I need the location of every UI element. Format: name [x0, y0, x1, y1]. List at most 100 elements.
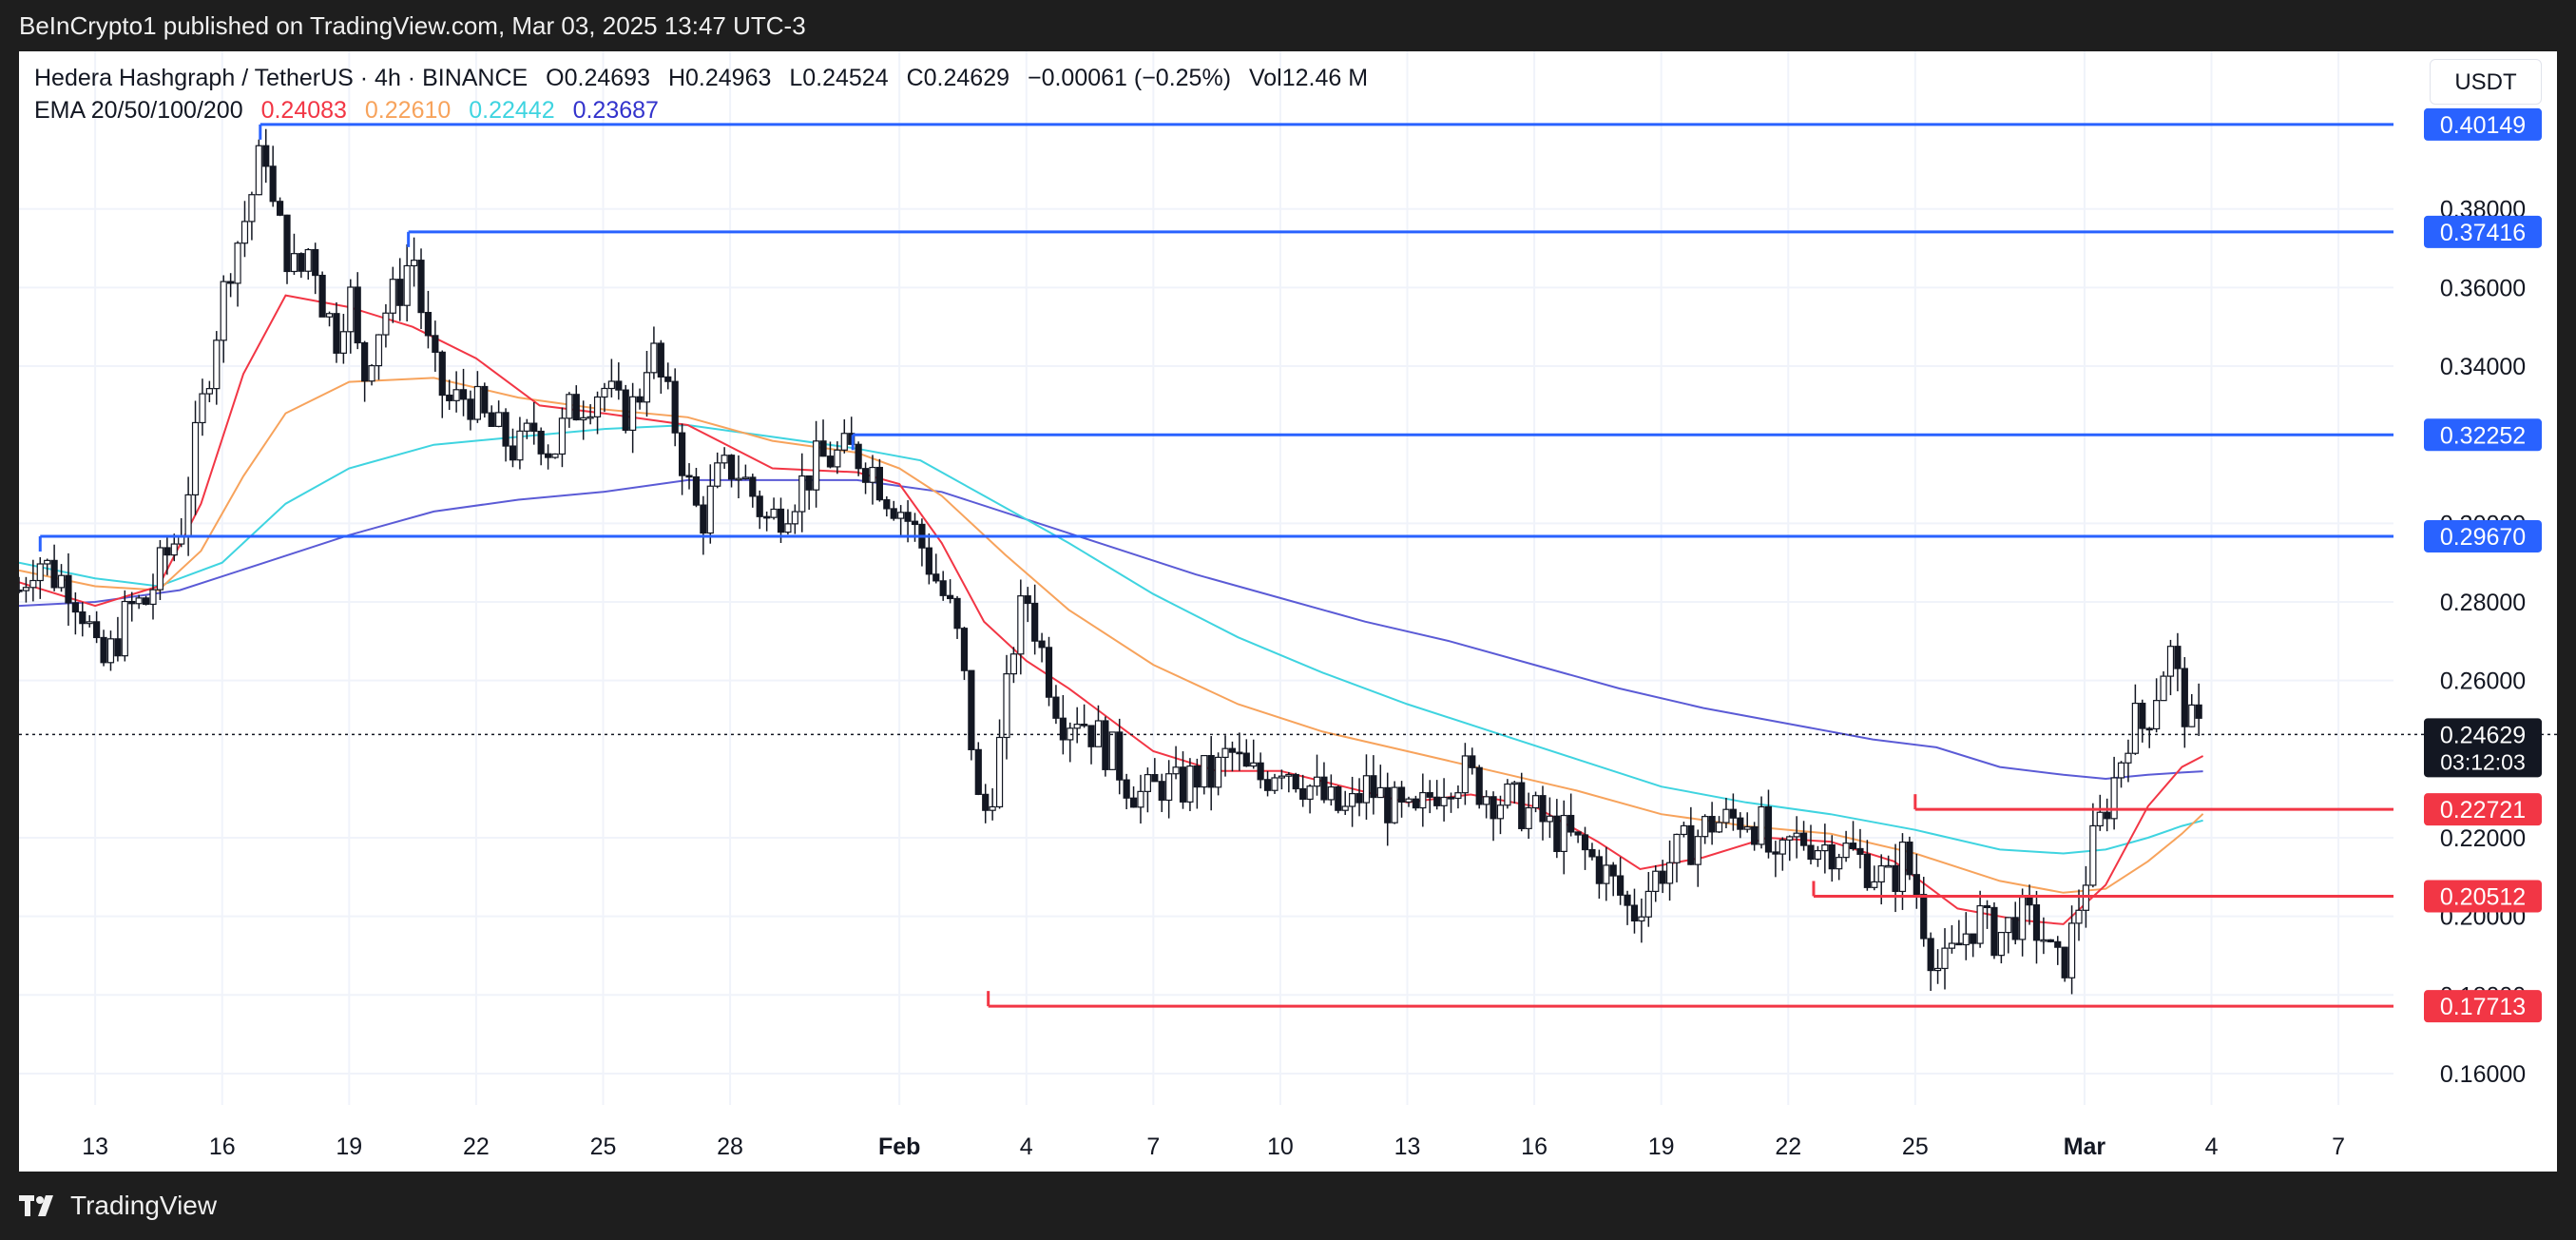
candle-body	[1257, 762, 1264, 781]
candle-body	[714, 462, 721, 487]
candle-body	[1758, 805, 1765, 845]
candle-body	[968, 669, 975, 750]
candle-body	[255, 145, 262, 196]
candle-body	[1362, 775, 1371, 804]
candle-body	[770, 508, 778, 518]
candle-body	[1814, 849, 1822, 861]
candle-body	[1158, 781, 1165, 802]
current-price-badge	[2424, 718, 2542, 778]
candle-body	[798, 475, 806, 513]
ema-legend-label[interactable]: EMA 20/50/100/200	[34, 97, 243, 124]
candle-body	[1821, 843, 1829, 852]
x-tick-label: 13	[82, 1133, 108, 1160]
candle-body	[904, 512, 912, 522]
resistance-label: 0.37416	[2440, 220, 2526, 246]
candle-body	[44, 559, 51, 565]
candle-body	[1828, 843, 1836, 870]
candle-body	[1355, 793, 1363, 804]
candle-body	[227, 281, 235, 284]
candle-body	[1073, 724, 1081, 729]
candle-body	[1123, 779, 1130, 799]
candle-body	[1108, 731, 1116, 770]
candle-body	[283, 214, 291, 273]
current-price-countdown: 03:12:03	[2440, 749, 2526, 774]
candle-body	[1842, 843, 1850, 859]
candle-body	[1807, 844, 1815, 861]
x-tick-label: Mar	[2064, 1133, 2106, 1160]
candle-body	[706, 485, 714, 534]
candle-body	[1384, 786, 1392, 823]
footer-brand[interactable]: TradingView	[70, 1191, 218, 1220]
current-price-label: 0.24629	[2440, 722, 2526, 748]
candle-body	[537, 430, 545, 455]
candle-body	[1885, 864, 1893, 868]
symbol-header: Hedera Hashgraph / TetherUS · 4h · BINAN…	[34, 65, 1379, 92]
candle-body	[361, 341, 369, 382]
candle-body	[855, 443, 862, 470]
candle-body	[191, 421, 200, 496]
candle-body	[989, 805, 996, 811]
candle-body	[593, 396, 602, 417]
candle-body	[869, 466, 876, 483]
candle-body	[1659, 870, 1666, 884]
candle-body	[269, 165, 277, 203]
candle-body	[586, 416, 594, 419]
candle-body	[1588, 848, 1596, 858]
chart-panel[interactable]: 0.380000.360000.340000.300000.280000.260…	[19, 51, 2557, 1172]
price-chart[interactable]: 0.380000.360000.340000.300000.280000.260…	[19, 51, 2557, 1172]
candle-body	[1504, 783, 1511, 806]
candle-body	[982, 793, 990, 811]
candle-body	[354, 286, 361, 344]
resistance-badge	[2424, 519, 2542, 552]
candle-body	[184, 494, 192, 537]
candle-body	[509, 445, 517, 461]
candle-body	[2096, 811, 2104, 827]
candle-body	[1447, 796, 1455, 800]
candle-body	[735, 477, 742, 481]
candle-body	[2005, 917, 2012, 934]
ohlc-high: H0.24963	[667, 65, 772, 91]
support-label: 0.20512	[2440, 883, 2526, 910]
candle-body	[791, 511, 798, 525]
candle-body	[1215, 756, 1222, 788]
currency-button[interactable]: USDT	[2430, 59, 2542, 105]
candle-body	[1539, 795, 1547, 823]
candle-body	[502, 412, 509, 447]
x-tick-label: 4	[1020, 1133, 1033, 1160]
candle-body	[1412, 798, 1420, 809]
x-tick-label: 10	[1267, 1133, 1294, 1160]
volume-value: 12.46 M	[1281, 65, 1369, 91]
volume-label: Vol	[1248, 65, 1282, 91]
candle-body	[163, 547, 171, 556]
candle-body	[685, 475, 693, 478]
x-tick-label: Feb	[878, 1133, 920, 1160]
candle-body	[452, 389, 460, 401]
candle-body	[784, 523, 792, 533]
candle-body	[1341, 805, 1349, 811]
x-tick-label: 16	[1521, 1133, 1548, 1160]
candle-body	[678, 432, 686, 476]
candle-body	[1652, 870, 1660, 893]
candle-body	[1193, 765, 1201, 788]
candle-body	[1433, 796, 1441, 806]
candle-body	[1397, 786, 1406, 803]
candle-body	[1849, 843, 1857, 850]
candle-body	[749, 476, 757, 497]
candle-body	[205, 388, 213, 395]
candle-body	[1856, 847, 1864, 855]
candle-body	[671, 380, 679, 434]
candle-body	[1722, 808, 1730, 823]
candle-body	[276, 201, 284, 216]
candle-body	[1729, 808, 1737, 819]
candle-body	[1531, 795, 1540, 809]
candle-body	[424, 311, 433, 337]
candle-body	[1052, 696, 1060, 719]
candle-body	[664, 376, 672, 382]
candle-body	[1271, 777, 1278, 791]
candle-body	[2124, 752, 2132, 764]
candle-body	[622, 389, 629, 431]
candle-body	[1172, 766, 1180, 775]
symbol-pair[interactable]: Hedera Hashgraph / TetherUS · 4h · BINAN…	[34, 65, 529, 91]
candle-body	[692, 475, 701, 506]
candle-body	[1186, 765, 1194, 803]
